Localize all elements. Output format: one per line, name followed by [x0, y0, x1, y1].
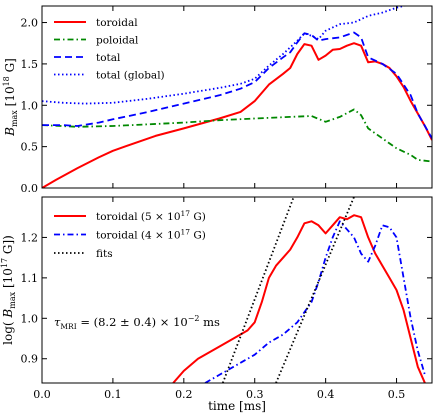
- series-line-1-4: [42, 6, 408, 105]
- legend-entry: toroidal: [96, 17, 138, 29]
- legend-entry: total (global): [96, 70, 165, 82]
- y-tick-label: 1.1: [21, 272, 39, 285]
- legend-entry: fits: [96, 248, 113, 260]
- panel-2: 0.9 1.0 1.1 1.2 0.0 0.1 0.2 0.3 0.4 0.5 log( Bmax …: [0, 196, 433, 413]
- y-tick-label: 1.0: [21, 99, 39, 112]
- y-tick-label: 2.0: [21, 17, 39, 30]
- series-line-2-1: [172, 214, 426, 383]
- x-tick-label: 0.2: [175, 388, 193, 401]
- x-axis-label: time [ms]: [208, 399, 266, 413]
- tau-annotation: τMRI = (8.2 ± 0.4) × 10−2 ms: [54, 314, 220, 331]
- y-tick-label: 0.5: [21, 141, 39, 154]
- series-line-2-3-2: [275, 197, 355, 383]
- series-line-2-2: [204, 220, 426, 383]
- legend-entry: toroidal (4 × 1017 G): [96, 228, 206, 242]
- y-tick-label: 1.0: [21, 312, 39, 325]
- series-line-1-1: [42, 42, 432, 188]
- y-tick-label: 0.9: [21, 353, 39, 366]
- x-tick-label: 0.0: [33, 388, 51, 401]
- y-axis-label: Bmax [1018 G]: [2, 58, 19, 137]
- series-line-1-2: [42, 108, 432, 163]
- x-tick-label: 0.5: [388, 388, 406, 401]
- legend: toroidal (5 × 1017 G) toroidal (4 × 1017 …: [54, 209, 206, 260]
- legend: toroidal poloidal total total (global): [54, 17, 165, 82]
- x-tick-label: 0.4: [317, 388, 335, 401]
- legend-entry: poloidal: [96, 35, 139, 47]
- plot-frame: [41, 5, 433, 189]
- x-tick-label: 0.3: [246, 388, 264, 401]
- x-tick-label: 0.1: [104, 388, 122, 401]
- y-tick-label: 1.5: [21, 58, 39, 71]
- panel-1: 0.0 0.5 1.0 1.5 2.0 Bmax [1018 G] toroidal polo…: [2, 5, 433, 195]
- legend-entry: total: [96, 52, 121, 64]
- legend-entry: toroidal (5 × 1017 G): [96, 209, 206, 223]
- series-line-2-3-1: [221, 197, 295, 383]
- plot-frame: [41, 196, 433, 384]
- y-tick-label: 0.0: [21, 182, 39, 195]
- series-line-1-3: [42, 31, 432, 139]
- y-axis-label: log( Bmax [1017 G]): [0, 235, 17, 345]
- y-tick-label: 1.2: [21, 231, 39, 244]
